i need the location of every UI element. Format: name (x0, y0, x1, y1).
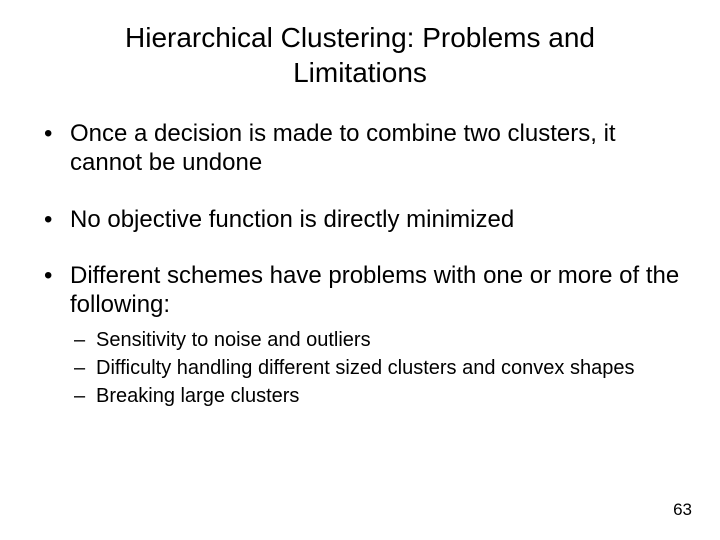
bullet-text: Different schemes have problems with one… (70, 262, 679, 318)
sub-bullet-item: Sensitivity to noise and outliers (74, 328, 690, 352)
sub-bullet-item: Breaking large clusters (74, 384, 690, 408)
bullet-item: Different schemes have problems with one… (44, 262, 690, 408)
bullet-text: No objective function is directly minimi… (70, 206, 514, 233)
bullet-item: Once a decision is made to combine two c… (44, 120, 690, 178)
slide-title: Hierarchical Clustering: Problems and Li… (30, 20, 690, 90)
bullet-list: Once a decision is made to combine two c… (30, 120, 690, 408)
sub-bullet-item: Difficulty handling different sized clus… (74, 356, 690, 380)
bullet-item: No objective function is directly minimi… (44, 206, 690, 235)
sub-bullet-list: Sensitivity to noise and outliers Diffic… (70, 328, 690, 408)
page-number: 63 (673, 500, 692, 520)
bullet-text: Once a decision is made to combine two c… (70, 120, 616, 176)
